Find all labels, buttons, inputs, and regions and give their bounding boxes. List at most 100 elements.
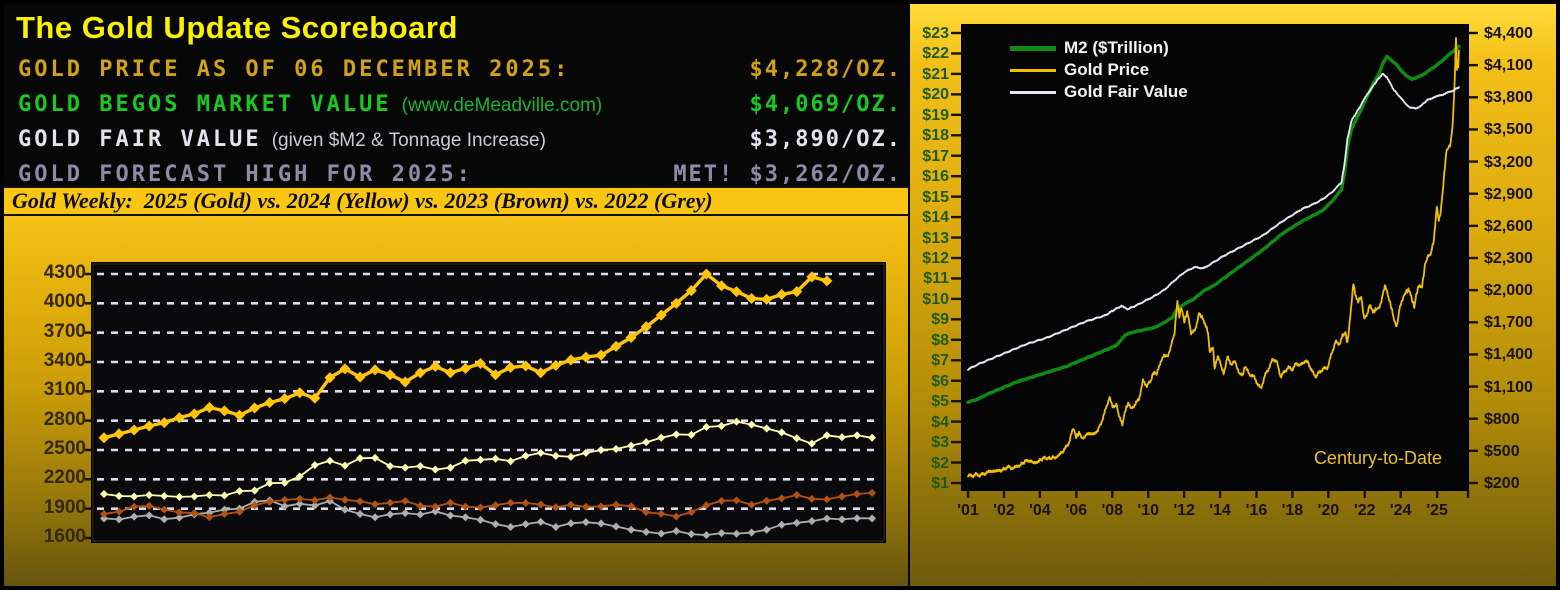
ctd-x-tick-label: '06 bbox=[1065, 502, 1088, 519]
ctd-left-axis-label: $6 bbox=[931, 372, 949, 390]
ctd-left-axis-label: $17 bbox=[922, 147, 949, 165]
ctd-x-tick-label: '20 bbox=[1317, 502, 1340, 519]
scoreboard-row-note: (www.deMeadville.com) bbox=[401, 95, 603, 116]
page-title: The Gold Update Scoreboard bbox=[16, 10, 458, 45]
scoreboard-row-1: GOLD PRICE AS OF 06 DECEMBER 2025: $4,228… bbox=[8, 57, 912, 87]
ctd-left-axis-label: $23 bbox=[922, 25, 949, 42]
ctd-right-axis-label: $800 bbox=[1484, 410, 1520, 428]
century-to-date-annotation: Century-to-Date bbox=[1313, 448, 1442, 468]
weekly-y-tick-label: 2500 bbox=[43, 438, 86, 459]
legend-item: Gold Fair Value bbox=[1010, 81, 1188, 103]
weekly-y-tick-label: 2800 bbox=[43, 408, 86, 430]
scoreboard-row-value: MET! $3,262/OZ. bbox=[673, 162, 902, 187]
weekly-y-tick-label: 4000 bbox=[43, 291, 86, 313]
ctd-left-axis-label: $14 bbox=[922, 209, 949, 227]
weekly-y-tick-label: 1600 bbox=[43, 526, 86, 547]
ctd-left-axis-label: $12 bbox=[922, 250, 949, 267]
ctd-left-axis-label: $2 bbox=[931, 454, 949, 472]
weekly-y-tick-label: 2200 bbox=[43, 467, 86, 489]
ctd-right-axis-label: $1,100 bbox=[1484, 378, 1533, 396]
ctd-x-tick-label: '12 bbox=[1173, 502, 1195, 519]
scoreboard-row-label: GOLD FORECAST HIGH FOR 2025: bbox=[18, 162, 473, 187]
ctd-right-axis-label: $2,300 bbox=[1484, 250, 1533, 267]
scoreboard-row-3: GOLD FAIR VALUE (given $M2 & Tonnage Incr… bbox=[8, 127, 912, 157]
ctd-right-axis-label: $4,400 bbox=[1484, 25, 1533, 42]
ctd-x-tick-label: '14 bbox=[1209, 502, 1231, 519]
scoreboard-row-value: $3,890/OZ. bbox=[749, 127, 902, 152]
ctd-series-line-m2-trillion- bbox=[966, 44, 1461, 405]
scoreboard-row-value: $4,228/OZ. bbox=[749, 57, 902, 82]
ctd-left-axis-label: $3 bbox=[931, 434, 949, 452]
ctd-left-axis-label: $7 bbox=[931, 352, 949, 370]
ctd-x-tick-label: '01 bbox=[957, 502, 979, 519]
ctd-x-tick-label: '08 bbox=[1101, 502, 1124, 519]
scoreboard-row-4: GOLD FORECAST HIGH FOR 2025: MET! $3,262/… bbox=[8, 162, 912, 192]
weekly-y-tick-label: 3700 bbox=[43, 320, 86, 342]
ctd-left-axis-label: $19 bbox=[922, 106, 949, 124]
ctd-left-axis-label: $18 bbox=[922, 127, 949, 145]
ctd-right-axis-label: $4,100 bbox=[1484, 57, 1533, 75]
ctd-right-axis-label: $1,700 bbox=[1484, 314, 1533, 332]
weekly-series-line-2023-brown- bbox=[103, 491, 873, 519]
weekly-y-tick-label: 3100 bbox=[43, 379, 86, 401]
ctd-left-axis-label: $11 bbox=[923, 270, 949, 288]
legend-item: M2 ($Trillion) bbox=[1010, 37, 1188, 59]
ctd-left-axis-label: $16 bbox=[922, 168, 949, 186]
ctd-left-axis-label: $9 bbox=[931, 311, 949, 329]
weekly-y-tick-label: 1900 bbox=[43, 496, 86, 518]
legend-swatch-line bbox=[1010, 90, 1056, 94]
ctd-right-axis-label: $2,900 bbox=[1484, 185, 1533, 203]
ctd-left-axis-label: $13 bbox=[922, 229, 949, 247]
ctd-left-axis-label: $21 bbox=[922, 65, 949, 83]
weekly-series-line-2024-yellow- bbox=[103, 420, 873, 498]
scoreboard-row-note: (given $M2 & Tonnage Increase) bbox=[271, 130, 546, 151]
ctd-x-tick-label: '25 bbox=[1426, 502, 1448, 519]
ctd-left-axis-label: $20 bbox=[922, 86, 949, 104]
ctd-x-tick-label: '02 bbox=[993, 502, 1015, 519]
ctd-right-axis-label: $200 bbox=[1484, 475, 1520, 492]
ctd-right-axis-label: $500 bbox=[1484, 442, 1520, 460]
weekly-y-tick-label: 3400 bbox=[43, 350, 86, 371]
legend-swatch-line bbox=[1010, 45, 1056, 51]
weekly-y-tick-label: 4300 bbox=[43, 262, 86, 283]
legend-label: Gold Fair Value bbox=[1064, 82, 1188, 101]
scoreboard-row-value: $4,069/OZ. bbox=[749, 92, 902, 117]
ctd-x-tick-label: '10 bbox=[1137, 502, 1159, 519]
ctd-left-axis-label: $8 bbox=[931, 331, 949, 349]
ctd-x-tick-label: '24 bbox=[1389, 502, 1412, 519]
ctd-x-tick-label: '16 bbox=[1245, 502, 1268, 519]
ctd-left-axis-label: $22 bbox=[922, 45, 949, 63]
scoreboard-header: The Gold Update Scoreboard GOLD PRICE AS… bbox=[4, 4, 908, 188]
ctd-right-axis-label: $3,200 bbox=[1484, 153, 1533, 171]
ctd-left-axis-label: $5 bbox=[931, 393, 949, 411]
weekly-series-markers bbox=[100, 488, 877, 522]
ctd-left-axis-label: $15 bbox=[922, 188, 949, 206]
ctd-right-axis-label: $2,000 bbox=[1484, 282, 1533, 300]
ctd-right-axis-label: $1,400 bbox=[1484, 346, 1533, 364]
weekly-series-line-2022-grey- bbox=[103, 499, 873, 536]
ctd-series-line-gold-fair-value bbox=[967, 72, 1460, 371]
weekly-chart-title: Gold Weekly: 2025 (Gold) vs. 2024 (Yello… bbox=[12, 188, 713, 213]
ctd-x-tick-label: '04 bbox=[1029, 502, 1051, 519]
legend-label: M2 ($Trillion) bbox=[1064, 38, 1169, 57]
scoreboard-row-label: GOLD BEGOS MARKET VALUE bbox=[18, 92, 392, 117]
scoreboard-row-label: GOLD FAIR VALUE bbox=[18, 127, 262, 152]
legend-swatch-line bbox=[1010, 68, 1056, 72]
ctd-right-axis-label: $3,800 bbox=[1484, 89, 1533, 107]
scoreboard-row-label: GOLD PRICE AS OF 06 DECEMBER 2025: bbox=[18, 57, 571, 82]
scoreboard-row-2: GOLD BEGOS MARKET VALUE (www.deMeadville.… bbox=[8, 92, 912, 122]
legend-item: Gold Price bbox=[1010, 59, 1188, 81]
ctd-left-axis-label: $10 bbox=[922, 290, 949, 308]
legend-label: Gold Price bbox=[1064, 60, 1150, 79]
weekly-series-markers bbox=[98, 268, 833, 444]
ctd-x-tick-label: '18 bbox=[1281, 502, 1304, 519]
ctd-x-tick-label: '22 bbox=[1353, 502, 1376, 519]
ctd-legend: M2 ($Trillion) Gold Price Gold Fair Value bbox=[1010, 37, 1188, 103]
ctd-right-axis-label: $3,500 bbox=[1484, 121, 1533, 139]
ctd-right-axis-label: $2,600 bbox=[1484, 217, 1533, 235]
ctd-series-line-gold-price bbox=[967, 37, 1460, 479]
weekly-chart-title-bar: Gold Weekly: 2025 (Gold) vs. 2024 (Yello… bbox=[4, 186, 908, 216]
ctd-left-axis-label: $4 bbox=[931, 413, 949, 431]
